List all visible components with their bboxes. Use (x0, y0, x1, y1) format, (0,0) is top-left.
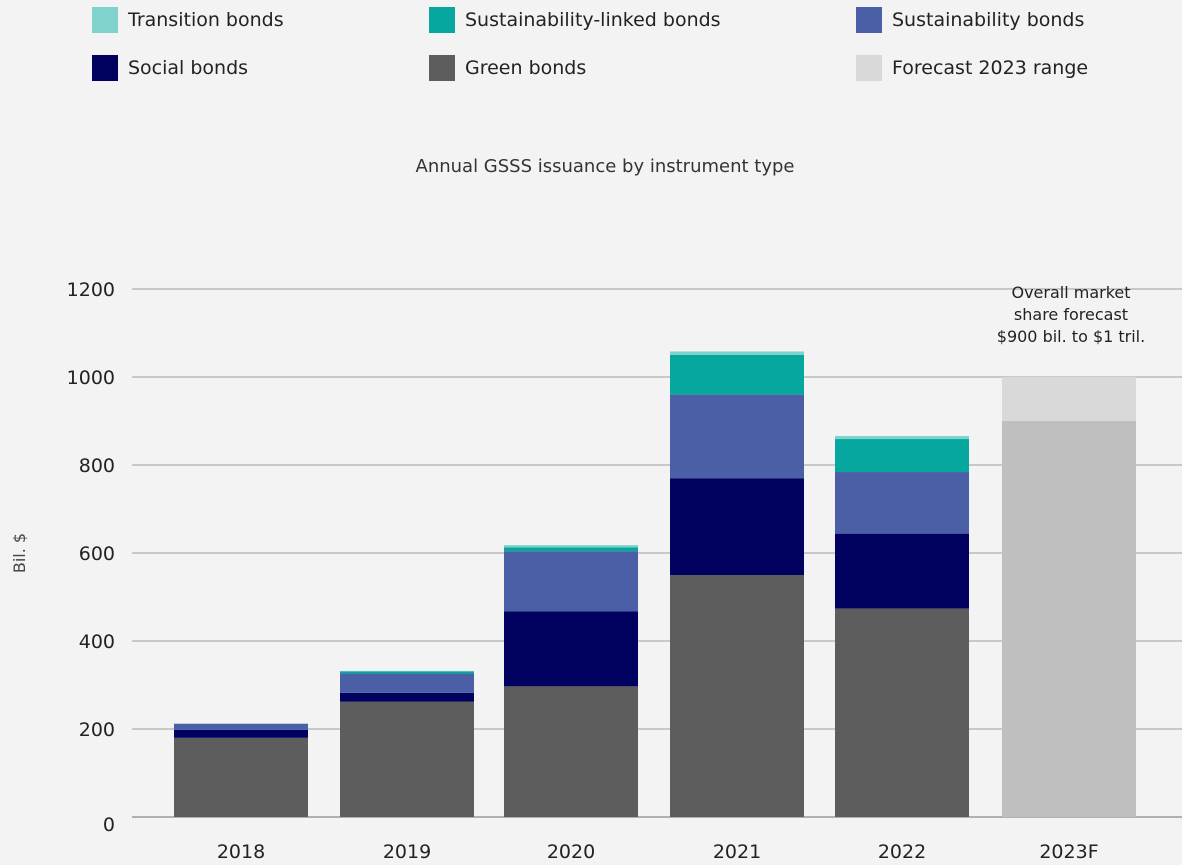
x-tick-label-2023f: 2023F (1039, 841, 1098, 863)
forecast-annotation-line-1: Overall market (1011, 283, 1130, 302)
y-tick-label-600: 600 (79, 543, 115, 565)
bar-forecast-base-2023f (1002, 421, 1136, 817)
legend-item-social-bonds: Social bonds (92, 55, 248, 81)
bar-sustainability-linked-bonds-2020 (504, 547, 638, 552)
legend-swatch-transition-bonds (92, 7, 118, 33)
chart-title: Annual GSSS issuance by instrument type (415, 156, 795, 177)
bar-sustainability-linked-bonds-2021 (670, 355, 804, 395)
x-tick-label-2021: 2021 (713, 841, 761, 863)
bar-social-bonds-2018 (174, 729, 308, 738)
legend-label-sustainability-bonds: Sustainability bonds (892, 9, 1085, 31)
legend-item-green-bonds: Green bonds (429, 55, 586, 81)
forecast-annotation-line-2: share forecast (1014, 305, 1128, 324)
bar-social-bonds-2021 (670, 478, 804, 575)
legend-swatch-social-bonds (92, 55, 118, 81)
bar-green-bonds-2020 (504, 686, 638, 817)
bar-green-bonds-2018 (174, 737, 308, 817)
bar-forecast-range-2023f (1002, 377, 1136, 421)
bar-social-bonds-2019 (340, 692, 474, 702)
x-tick-label-2019: 2019 (383, 841, 431, 863)
forecast-annotation-line-3: $900 bil. to $1 tril. (997, 327, 1145, 346)
y-tick-label-800: 800 (79, 455, 115, 477)
y-tick-label-400: 400 (79, 631, 115, 653)
legend-swatch-green-bonds (429, 55, 455, 81)
y-tick-label-1200: 1200 (67, 279, 115, 301)
bar-sustainability-linked-bonds-2019 (340, 671, 474, 674)
bar-green-bonds-2022 (835, 608, 969, 817)
legend-swatch-sustainability-linked-bonds (429, 7, 455, 33)
bar-social-bonds-2020 (504, 611, 638, 687)
legend-item-sustainability-linked-bonds: Sustainability-linked bonds (429, 7, 721, 33)
legend-label-social-bonds: Social bonds (128, 57, 249, 79)
bar-green-bonds-2021 (670, 575, 804, 817)
legend-item-transition-bonds: Transition bonds (92, 7, 284, 33)
bar-sustainability-bonds-2018 (174, 723, 308, 730)
y-tick-label-0: 0 (103, 814, 115, 836)
legend-item-forecast-2023-range: Forecast 2023 range (856, 55, 1088, 81)
legend-label-forecast-2023-range: Forecast 2023 range (892, 57, 1089, 79)
bar-sustainability-bonds-2020 (504, 551, 638, 612)
bar-transition-bonds-2022 (835, 435, 969, 440)
y-tick-label-1000: 1000 (67, 367, 115, 389)
y-tick-label-200: 200 (79, 719, 115, 741)
legend-label-transition-bonds: Transition bonds (128, 9, 284, 31)
legend-label-sustainability-linked-bonds: Sustainability-linked bonds (465, 9, 721, 31)
legend-item-sustainability-bonds: Sustainability bonds (856, 7, 1084, 33)
bar-transition-bonds-2020 (504, 545, 638, 548)
x-tick-label-2022: 2022 (878, 841, 926, 863)
bar-green-bonds-2019 (340, 701, 474, 817)
bar-social-bonds-2022 (835, 533, 969, 609)
bar-transition-bonds-2021 (670, 351, 804, 355)
bar-sustainability-bonds-2022 (835, 472, 969, 534)
bar-sustainability-bonds-2019 (340, 673, 474, 693)
legend-label-green-bonds: Green bonds (465, 57, 587, 79)
y-axis-label: Bil. $ (10, 533, 29, 573)
bar-sustainability-bonds-2021 (670, 394, 804, 479)
bar-sustainability-linked-bonds-2022 (835, 439, 969, 473)
legend-swatch-forecast-2023-range (856, 55, 882, 81)
x-tick-label-2020: 2020 (547, 841, 595, 863)
legend-swatch-sustainability-bonds (856, 7, 882, 33)
x-tick-label-2018: 2018 (217, 841, 265, 863)
